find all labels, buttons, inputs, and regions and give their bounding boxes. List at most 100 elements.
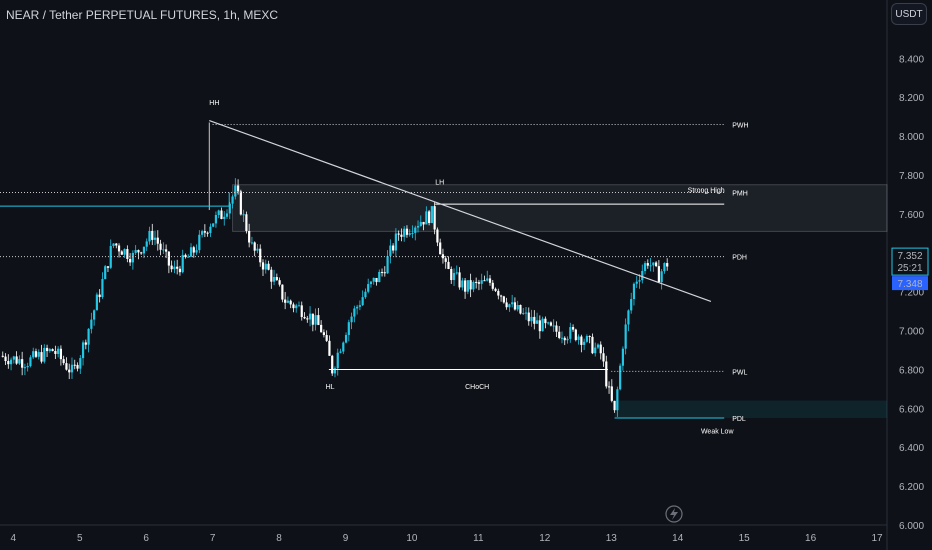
candle-body bbox=[217, 210, 220, 215]
x-tick-label: 14 bbox=[672, 533, 684, 544]
candle-body bbox=[544, 318, 547, 324]
currency-button[interactable]: USDT bbox=[891, 3, 927, 25]
candle-body bbox=[256, 248, 259, 251]
candle-body bbox=[48, 349, 51, 352]
annotation-lh: LH bbox=[435, 180, 444, 187]
x-tick-label: 15 bbox=[739, 533, 751, 544]
candle-body bbox=[663, 263, 666, 272]
candle-body bbox=[516, 305, 519, 310]
candle-body bbox=[187, 256, 190, 258]
y-tick-label: 6.200 bbox=[899, 482, 924, 493]
candle-body bbox=[70, 364, 74, 373]
candle-body bbox=[90, 319, 93, 329]
lightning-icon-ring bbox=[665, 505, 683, 523]
candle-body bbox=[372, 277, 375, 282]
candle-body bbox=[505, 302, 508, 308]
candle-body bbox=[643, 263, 647, 271]
candle-body bbox=[571, 327, 575, 330]
last-price-label: 7.352 bbox=[897, 251, 922, 262]
candle-body bbox=[295, 305, 298, 309]
candle-body bbox=[286, 300, 290, 303]
candle-body bbox=[84, 342, 87, 345]
candle-body bbox=[322, 332, 326, 336]
candle-body bbox=[198, 234, 201, 251]
candle-body bbox=[599, 344, 602, 354]
candle-body bbox=[300, 305, 303, 317]
candle-body bbox=[272, 277, 276, 282]
candle-body bbox=[231, 196, 234, 204]
candle-body bbox=[281, 284, 284, 300]
candle-body bbox=[165, 249, 168, 252]
candle-body bbox=[148, 230, 151, 242]
price-marker-label: 7.348 bbox=[897, 279, 922, 290]
candle-body bbox=[452, 272, 456, 281]
candle-body bbox=[616, 389, 619, 411]
candle-body bbox=[463, 280, 467, 292]
candle-body bbox=[522, 313, 525, 315]
annotation-hh: HH bbox=[209, 100, 219, 107]
candle-body bbox=[519, 305, 522, 314]
candle-body bbox=[15, 356, 18, 364]
candle-body bbox=[220, 210, 223, 220]
candle-body bbox=[101, 279, 104, 298]
candle-body bbox=[560, 337, 564, 339]
candle-body bbox=[411, 232, 414, 234]
candle-body bbox=[378, 271, 381, 283]
annotation-hl: HL bbox=[326, 384, 335, 391]
candle-body bbox=[270, 269, 273, 282]
candle-body bbox=[392, 245, 395, 251]
countdown-label: 25:21 bbox=[897, 263, 922, 274]
level-label-pwh: PWH bbox=[732, 122, 748, 129]
supply-demand-zone bbox=[614, 400, 887, 419]
candle-body bbox=[109, 246, 112, 268]
candle-body bbox=[145, 241, 148, 247]
y-tick-label: 6.400 bbox=[899, 443, 924, 454]
candle-body bbox=[428, 211, 431, 224]
candle-body bbox=[356, 306, 359, 309]
candle-body bbox=[549, 322, 553, 326]
x-tick-label: 4 bbox=[11, 533, 17, 544]
candle-body bbox=[577, 336, 580, 340]
candle-body bbox=[51, 349, 54, 352]
candle-body bbox=[303, 316, 306, 319]
candle-body bbox=[214, 214, 218, 224]
lightning-icon-bolt bbox=[670, 508, 678, 520]
x-tick-label: 8 bbox=[276, 533, 282, 544]
candle-body bbox=[264, 263, 267, 270]
x-tick-label: 13 bbox=[606, 533, 618, 544]
last-price-box bbox=[891, 247, 929, 276]
candle-body bbox=[397, 233, 400, 235]
candle-body bbox=[547, 322, 550, 324]
candle-body bbox=[137, 250, 140, 253]
candle-body bbox=[131, 252, 134, 263]
candle-body bbox=[192, 247, 195, 253]
candle-body bbox=[652, 262, 655, 266]
candle-body bbox=[93, 310, 96, 320]
candle-body bbox=[347, 322, 350, 335]
candle-body bbox=[552, 325, 555, 327]
candle-body bbox=[87, 328, 90, 345]
candle-body bbox=[1, 355, 4, 357]
candle-body bbox=[333, 368, 337, 374]
candle-body bbox=[566, 338, 569, 341]
candle-body bbox=[45, 347, 49, 352]
candle-body bbox=[195, 250, 198, 253]
candles-group bbox=[1, 178, 669, 417]
candle-body bbox=[250, 242, 254, 244]
lightning-icon bbox=[665, 505, 683, 523]
y-tick-label: 7.000 bbox=[899, 327, 924, 338]
x-tick-label: 5 bbox=[77, 533, 83, 544]
candle-body bbox=[289, 300, 292, 305]
candle-body bbox=[649, 265, 652, 267]
candle-body bbox=[212, 223, 215, 227]
candle-body bbox=[403, 228, 406, 237]
candle-body bbox=[59, 348, 63, 360]
candle-body bbox=[9, 359, 13, 365]
candle-body bbox=[320, 324, 323, 333]
candle-body bbox=[666, 263, 669, 267]
candle-body bbox=[583, 341, 586, 345]
candle-body bbox=[162, 249, 165, 251]
candle-body bbox=[439, 242, 442, 255]
candle-body bbox=[117, 245, 121, 252]
